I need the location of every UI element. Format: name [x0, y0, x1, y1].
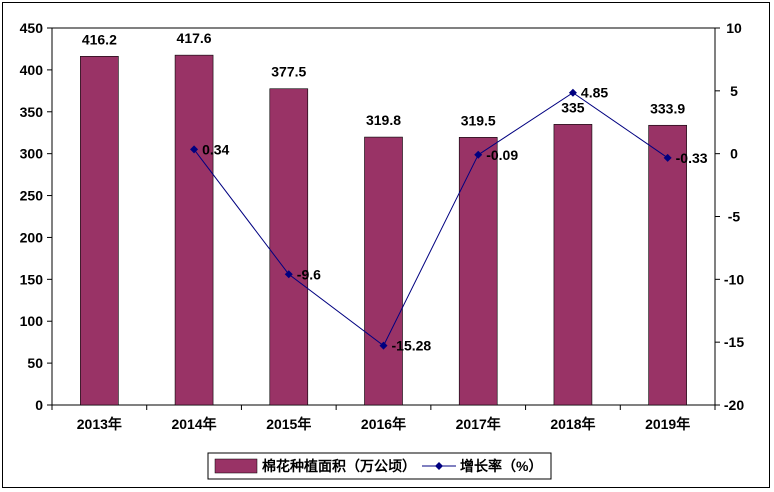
- y2-tick-label: -5: [728, 209, 741, 225]
- line-data-label: -0.09: [486, 147, 518, 163]
- y-tick-label: 450: [20, 20, 44, 36]
- y2-tick-label: 10: [726, 20, 742, 36]
- line-point: [663, 153, 672, 162]
- line-data-label: -15.28: [392, 338, 432, 354]
- y-tick-label: 250: [20, 188, 44, 204]
- line-data-label: -0.33: [676, 150, 708, 166]
- legend-line-label: 增长率（%）: [460, 458, 542, 474]
- legend-bar-label: 棉花种植面积（万公顷）: [262, 458, 416, 474]
- bar-data-label: 333.9: [650, 100, 685, 116]
- x-tick-label: 2019年: [645, 416, 690, 432]
- y-tick-label: 50: [27, 355, 43, 371]
- line-data-label: 0.34: [202, 141, 229, 157]
- right-axis: -20 -15 -10 -5 0 5 10: [715, 20, 744, 413]
- legend-bar-swatch: [214, 458, 258, 474]
- y-tick-label: 150: [20, 271, 44, 287]
- x-axis: 2013年 2014年 2015年 2016年 2017年 2018年 2019年: [51, 405, 716, 432]
- bar-data-label: 377.5: [271, 64, 306, 80]
- y2-tick-label: -10: [724, 271, 744, 287]
- line-series: [190, 88, 672, 350]
- y2-tick-label: 0: [730, 146, 738, 162]
- legend: 棉花种植面积（万公顷） 增长率（%）: [207, 452, 552, 480]
- bar: [648, 124, 687, 406]
- data-labels: 416.2 417.6 377.5 319.8 319.5 335 333.9 0.34 -9.…: [82, 30, 708, 354]
- x-tick-label: 2013年: [77, 416, 122, 432]
- y-tick-label: 100: [20, 313, 44, 329]
- legend-box: [207, 452, 552, 480]
- bar: [553, 124, 593, 406]
- line-point: [379, 341, 388, 350]
- y2-tick-label: -15: [724, 334, 744, 350]
- x-tick-label: 2014年: [171, 416, 216, 432]
- line-data-label: 4.85: [581, 85, 608, 101]
- bar: [174, 54, 214, 406]
- growth-line: [193, 92, 668, 347]
- bar-series: [80, 54, 687, 406]
- line-point: [190, 145, 199, 154]
- line-point: [568, 88, 577, 97]
- y2-tick-label: -20: [724, 397, 744, 413]
- legend-line-marker: [435, 462, 443, 470]
- y-tick-label: 0: [35, 397, 43, 413]
- bar: [458, 137, 498, 406]
- bar-data-label: 319.8: [366, 112, 401, 128]
- line-data-label: -9.6: [297, 266, 321, 282]
- x-tick-label: 2017年: [456, 416, 501, 432]
- y-tick-label: 300: [20, 146, 44, 162]
- bar-data-label: 319.5: [461, 112, 496, 128]
- bar: [269, 88, 309, 406]
- bar-data-label: 335: [561, 99, 585, 115]
- y2-tick-label: 5: [730, 83, 738, 99]
- y-tick-label: 350: [20, 104, 44, 120]
- x-tick-label: 2018年: [550, 416, 595, 432]
- bar-data-label: 417.6: [177, 30, 212, 46]
- bar: [80, 56, 119, 406]
- left-axis: 0 50 100 150 200 250 300 350 400 450: [20, 20, 52, 413]
- bar-data-label: 416.2: [82, 31, 117, 47]
- x-tick-label: 2015年: [266, 416, 311, 432]
- bar: [364, 136, 403, 406]
- line-point: [284, 270, 293, 279]
- y-tick-label: 200: [20, 229, 44, 245]
- line-point: [474, 150, 483, 159]
- y-tick-label: 400: [20, 62, 44, 78]
- x-tick-label: 2016年: [361, 416, 406, 432]
